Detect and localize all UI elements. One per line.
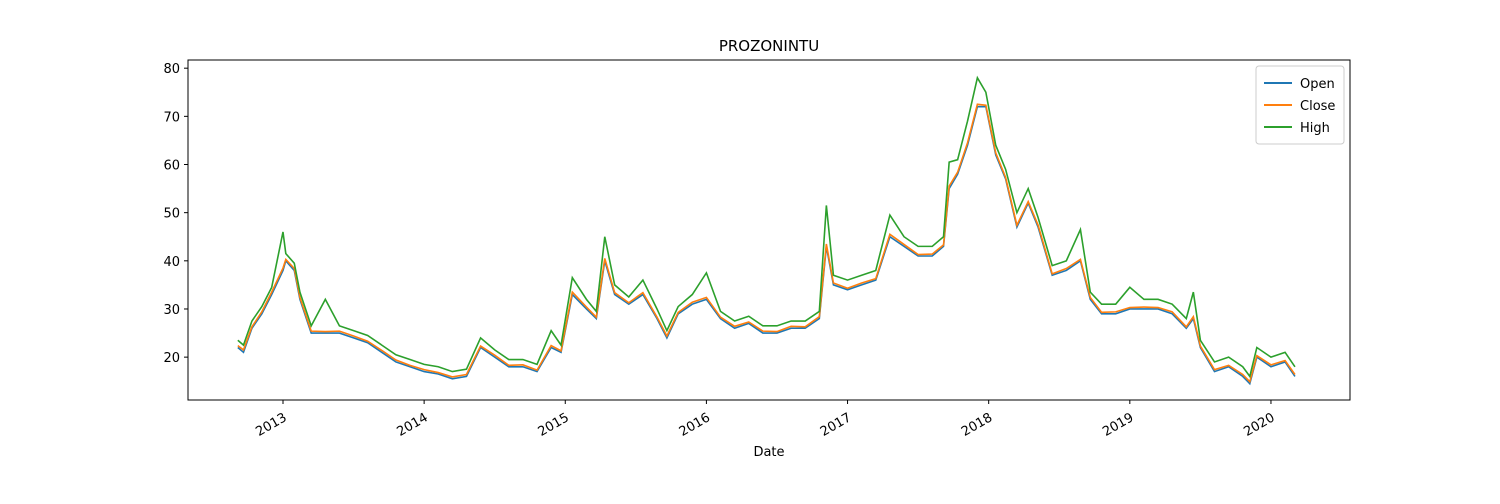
y-tick-label: 70 — [163, 110, 180, 125]
x-tick-label: 2016 — [677, 410, 713, 440]
x-tick-label: 2015 — [536, 410, 572, 440]
chart-title: PROZONINTU — [719, 37, 819, 55]
x-tick-label: 2014 — [395, 410, 431, 440]
y-tick-label: 80 — [163, 62, 180, 77]
x-tick-label: 2020 — [1241, 410, 1277, 440]
legend-label: High — [1300, 121, 1330, 136]
plot-frame — [187, 59, 1351, 401]
legend-label: Close — [1300, 99, 1335, 114]
legend-label: Open — [1300, 77, 1335, 92]
series-line — [237, 75, 1296, 379]
legend-box — [1255, 65, 1345, 145]
y-tick-label: 60 — [163, 159, 180, 174]
x-tick-label: 2017 — [818, 410, 854, 440]
series-line — [237, 105, 1296, 386]
x-tick-label: 2019 — [1100, 410, 1136, 440]
x-axis-label: Date — [753, 445, 784, 460]
x-tick-label: 2018 — [959, 410, 995, 440]
series-line — [237, 103, 1296, 384]
x-tick-label: 2013 — [253, 410, 289, 440]
y-tick-label: 30 — [163, 303, 180, 318]
y-tick-label: 40 — [163, 255, 180, 270]
y-tick-label: 20 — [163, 351, 180, 366]
y-tick-label: 50 — [163, 207, 180, 222]
